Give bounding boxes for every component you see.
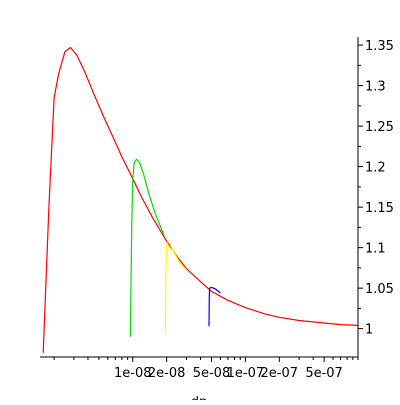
y-ticks: 1 1.05 1.1 1.15 1.2 1.25 1.3 1.35: [358, 39, 394, 338]
y-tick-label: 1.2: [365, 161, 386, 176]
x-tick-label: 2e-07: [261, 366, 299, 381]
series-line-2: [164, 241, 187, 333]
x-tick-label: 5e-08: [193, 366, 231, 381]
y-tick-label: 1: [365, 323, 373, 338]
x-tick-label: 1e-08: [114, 366, 152, 381]
y-tick-label: 1.15: [365, 201, 394, 216]
series-line-0: [42, 46, 359, 353]
x-tick-label: 5e-07: [305, 366, 343, 381]
y-tick-label: 1.1: [365, 242, 386, 257]
series-line-1: [129, 158, 165, 337]
y-tick-label: 1.05: [365, 282, 394, 297]
y-tick-label: 1.3: [365, 80, 386, 95]
series-layer: [42, 46, 359, 353]
x-tick-label: 1e-07: [227, 366, 265, 381]
y-tick-label: 1.25: [365, 120, 394, 135]
y-tick-label: 1.35: [365, 39, 394, 54]
x-axis-label: dp: [191, 395, 208, 400]
x-tick-label: 2e-08: [148, 366, 186, 381]
series-line-3: [208, 286, 221, 327]
